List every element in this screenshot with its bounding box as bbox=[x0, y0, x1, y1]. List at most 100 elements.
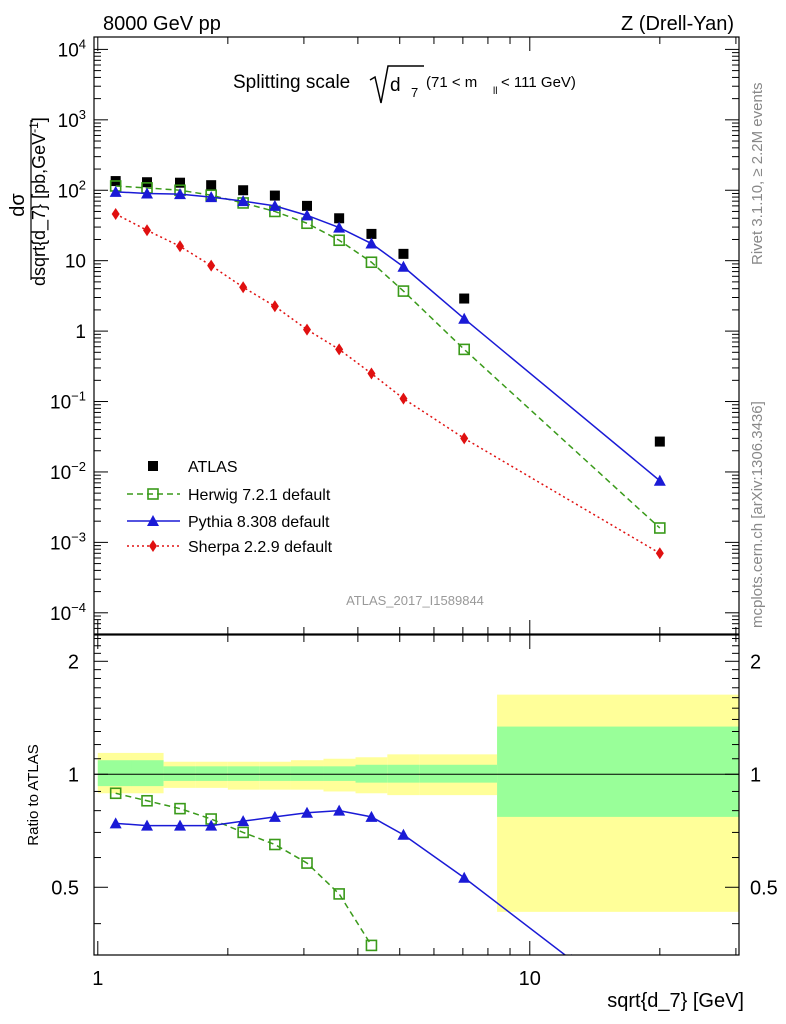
plot-title: Splitting scale d 7 (71 < m ll < 111 GeV… bbox=[233, 65, 576, 104]
data-point bbox=[109, 185, 122, 197]
data-point bbox=[270, 300, 279, 313]
ratio-series-herwig-7-2-1-default bbox=[109, 787, 378, 952]
x-axis-label: sqrt{d_7} [GeV] bbox=[607, 990, 744, 1012]
legend-marker bbox=[147, 515, 159, 526]
y-tick-label: 0.5 bbox=[51, 877, 79, 899]
ratio-line bbox=[115, 809, 567, 955]
legend-item-atlas: ATLAS bbox=[148, 459, 238, 476]
data-point bbox=[175, 177, 186, 188]
ratio-point bbox=[333, 804, 346, 816]
data-point bbox=[366, 228, 377, 239]
ratio-point bbox=[268, 810, 281, 822]
y-tick-label-right: 1 bbox=[750, 764, 761, 786]
legend: ATLAS Herwig 7.2.1 default Pythia 8.308 de… bbox=[127, 459, 333, 556]
title-range-sub: ll bbox=[493, 86, 497, 97]
ratio-point bbox=[205, 819, 218, 831]
ratio-point bbox=[141, 794, 153, 807]
title-sqrt-subscript: 7 bbox=[411, 85, 418, 100]
legend-item-pythia-8-308-default: Pythia 8.308 default bbox=[127, 514, 330, 531]
data-point bbox=[367, 367, 376, 380]
ratio-point bbox=[269, 838, 281, 851]
stat-uncertainty-band bbox=[227, 766, 260, 781]
ratio-point bbox=[237, 826, 249, 839]
data-point bbox=[239, 281, 248, 294]
y-tick-label: 103 bbox=[58, 107, 86, 132]
stat-uncertainty-band bbox=[97, 760, 132, 787]
title-sqrt-symbol: d bbox=[390, 75, 401, 96]
ratio-point bbox=[301, 806, 314, 818]
main-series-layer bbox=[109, 176, 666, 560]
series-line bbox=[115, 213, 661, 554]
data-point bbox=[458, 312, 471, 324]
header-right: Z (Drell-Yan) bbox=[621, 13, 734, 35]
data-point bbox=[237, 195, 250, 207]
y-tick-label: 1 bbox=[68, 764, 79, 786]
y-tick-label-right: 2 bbox=[750, 651, 761, 673]
legend-label: Herwig 7.2.1 default bbox=[188, 487, 331, 504]
series-line bbox=[115, 185, 661, 529]
data-point bbox=[459, 293, 470, 304]
stat-uncertainty-band bbox=[497, 726, 739, 817]
legend-label: Sherpa 2.2.9 default bbox=[188, 539, 333, 556]
data-point bbox=[399, 392, 408, 405]
title-main: Splitting scale bbox=[233, 72, 350, 93]
series-sherpa-2-2-9-default bbox=[111, 208, 664, 560]
legend-marker bbox=[148, 461, 158, 471]
y-label-denominator: dsqrt{d_7} [pb,GeV-1] bbox=[27, 117, 50, 286]
legend-marker bbox=[149, 540, 157, 552]
data-point bbox=[335, 343, 344, 356]
data-point bbox=[269, 190, 280, 201]
y-tick-label: 10−1 bbox=[50, 389, 86, 414]
ratio-point bbox=[109, 787, 122, 800]
data-point bbox=[174, 188, 187, 200]
y-tick-label: 10 bbox=[65, 252, 86, 273]
stat-uncertainty-band bbox=[259, 766, 291, 781]
data-point bbox=[653, 474, 666, 486]
stat-uncertainty-band bbox=[323, 766, 356, 781]
y-label-numerator: dσ bbox=[7, 193, 29, 217]
data-point bbox=[365, 237, 378, 249]
data-point bbox=[398, 248, 409, 259]
stat-uncertainty-band bbox=[163, 766, 196, 781]
stat-uncertainty-band bbox=[387, 764, 420, 783]
x-tick-label: 1 bbox=[92, 968, 103, 990]
y-tick-label: 10−3 bbox=[50, 529, 86, 554]
stat-uncertainty-band bbox=[195, 766, 228, 781]
ratio-point bbox=[237, 815, 250, 827]
ratio-point bbox=[365, 939, 378, 952]
data-point bbox=[205, 191, 218, 203]
ratio-point bbox=[333, 888, 345, 900]
ratio-point bbox=[397, 828, 410, 840]
data-point bbox=[302, 200, 313, 211]
data-point bbox=[301, 209, 314, 221]
ratio-point bbox=[301, 857, 313, 869]
ratio-point bbox=[174, 802, 186, 815]
data-point bbox=[397, 260, 410, 272]
data-point bbox=[176, 240, 185, 253]
y-tick-label: 1 bbox=[75, 322, 86, 343]
stat-uncertainty-band bbox=[131, 760, 164, 787]
legend-label: ATLAS bbox=[188, 459, 238, 476]
stat-uncertainty-band bbox=[355, 764, 388, 783]
ratio-y-label: Ratio to ATLAS bbox=[25, 744, 42, 845]
rivet-label: Rivet 3.1.10, ≥ 2.2M events bbox=[749, 83, 766, 266]
stat-uncertainty-band bbox=[290, 766, 324, 781]
data-point bbox=[268, 199, 281, 211]
data-point bbox=[397, 285, 410, 297]
main-y-label: dσ dsqrt{d_7} [pb,GeV-1] bbox=[7, 117, 50, 286]
data-point bbox=[654, 436, 665, 447]
ratio-bands bbox=[97, 694, 739, 912]
ratio-point bbox=[365, 810, 378, 822]
main-frame bbox=[93, 36, 740, 635]
data-point bbox=[333, 221, 346, 233]
title-range-a: (71 < m bbox=[426, 74, 477, 91]
data-point bbox=[143, 224, 152, 237]
series-herwig-7-2-1-default bbox=[109, 180, 666, 534]
ratio-point bbox=[109, 817, 122, 829]
data-point bbox=[458, 343, 471, 356]
series-atlas bbox=[110, 176, 665, 447]
ratio-frame bbox=[93, 634, 740, 956]
header-left: 8000 GeV pp bbox=[103, 13, 221, 35]
